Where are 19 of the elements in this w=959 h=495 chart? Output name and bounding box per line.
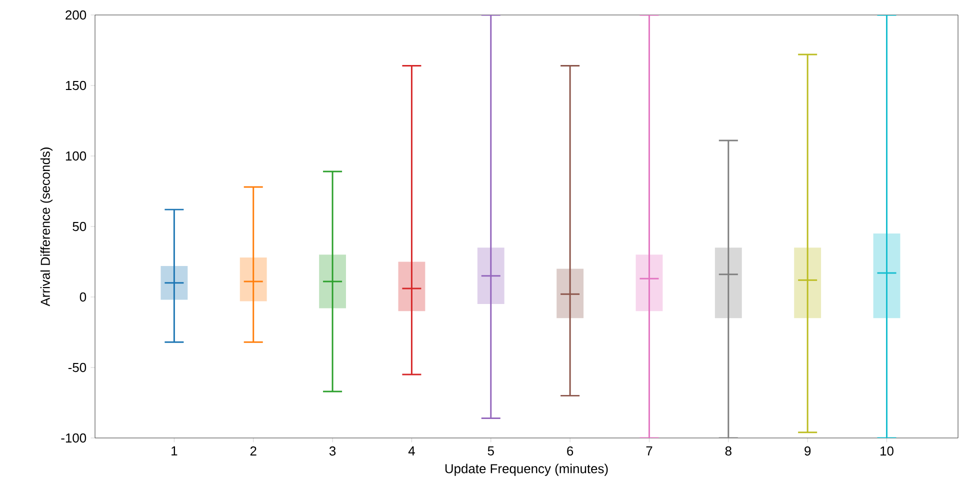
x-tick-label: 6 <box>567 446 574 456</box>
x-tick-label: 7 <box>646 446 652 456</box>
y-tick-label: 100 <box>66 151 86 161</box>
x-tick-label: 2 <box>250 446 256 456</box>
y-tick-label: 50 <box>72 222 86 232</box>
y-tick-label: 150 <box>66 80 86 90</box>
x-tick-label: 4 <box>408 446 415 456</box>
x-tick-label: 8 <box>725 446 732 456</box>
x-axis-title: Update Frequency (minutes) <box>445 464 608 476</box>
x-tick-label: 9 <box>804 446 811 456</box>
x-tick-label: 3 <box>329 446 336 456</box>
y-tick-label: 200 <box>66 10 86 20</box>
y-axis-title: Arrival Difference (seconds) <box>40 148 52 306</box>
x-tick-label: 5 <box>488 446 494 456</box>
y-tick-label: -50 <box>68 362 86 372</box>
y-tick-label: 0 <box>80 292 86 302</box>
x-tick-label: 10 <box>880 446 894 456</box>
y-tick-label: -100 <box>61 433 86 443</box>
x-tick-label: 1 <box>172 446 178 456</box>
